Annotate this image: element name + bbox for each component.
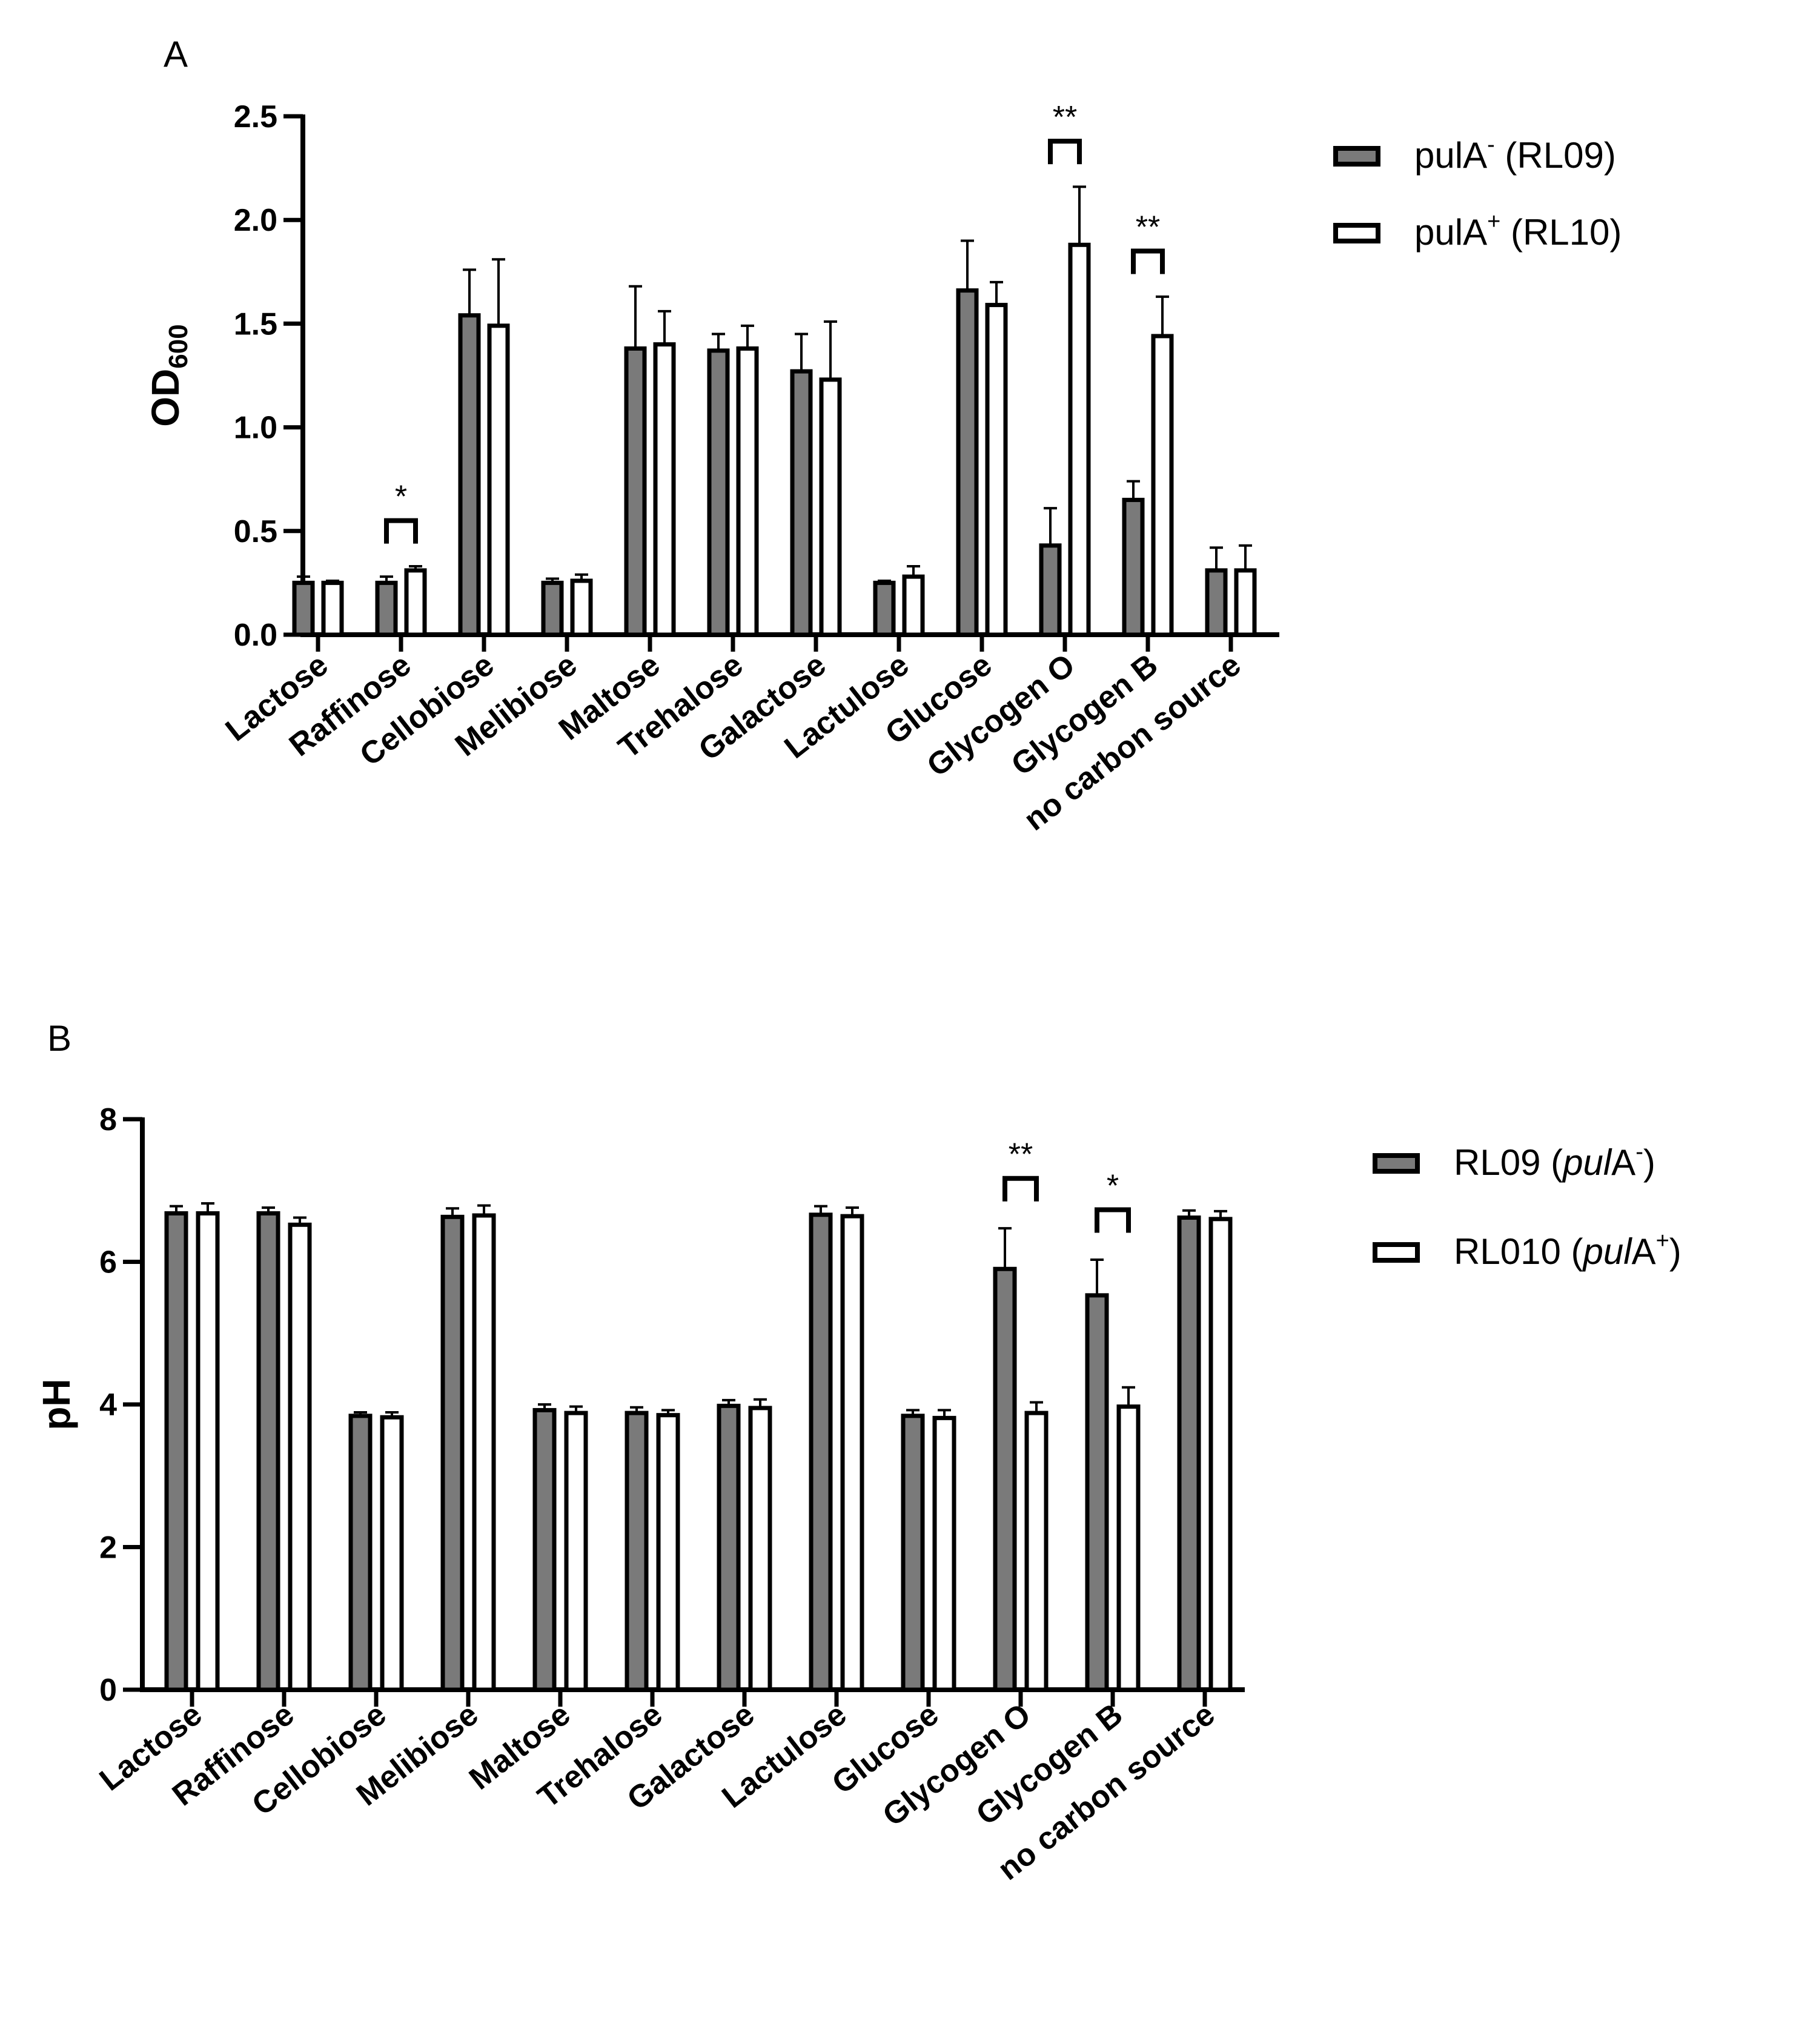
y-tick-label: 4 [99,1387,117,1423]
y-tick-label: 0.5 [234,514,277,549]
bar-series-1 [901,1414,925,1692]
panel-b-label: B [47,1018,71,1059]
bar-series-2 [196,1211,220,1692]
bar-series-2 [932,1415,956,1692]
y-axis-title: OD600 [144,324,193,426]
significance-label: ** [1136,210,1160,245]
bar-series-1 [1039,543,1062,637]
panel-a: A 0.00.51.01.52.02.5OD600LactoseRaffinos… [144,34,1622,838]
bar-series-1 [256,1211,280,1692]
bar-series-1 [625,1411,649,1692]
legend-label: RL09 (pulA-) [1454,1139,1655,1183]
bar-series-1 [809,1212,833,1692]
bar-series-2 [1208,1217,1233,1692]
bar-series-2 [1234,568,1257,637]
bar-series-2 [819,377,842,637]
bar-series-2 [985,303,1008,637]
y-tick-label: 0 [99,1673,117,1708]
bar-series-2 [1068,242,1091,637]
bar-series-2 [380,1415,404,1692]
y-tick-label: 1.0 [234,411,277,446]
bar-series-1 [1177,1215,1201,1692]
bar-series-1 [532,1407,557,1692]
bar-series-1 [707,348,730,637]
bar-series-1 [541,580,564,637]
bar-series-2 [570,578,593,637]
bar-series-1 [717,1403,741,1692]
bar-series-2 [288,1222,312,1692]
panel-a-label: A [164,34,188,74]
bar-series-1 [1122,497,1145,637]
legend-label: RL010 (pulA+) [1454,1228,1682,1272]
y-tick-label: 8 [99,1102,117,1137]
bar-series-1 [993,1266,1017,1692]
bar-series-1 [873,580,896,637]
y-tick-label: 0.0 [234,618,277,653]
y-axis-title: pH [35,1378,78,1430]
bar-series-2 [472,1213,496,1692]
legend-swatch [1333,223,1380,243]
bar-series-2 [1116,1404,1141,1692]
bar-series-1 [624,346,647,637]
bar-series-1 [1205,568,1228,637]
legend-swatch [1333,146,1380,167]
bar-series-1 [440,1214,465,1692]
bar-series-2 [487,323,510,637]
y-tick-label: 2 [99,1530,117,1566]
bar-series-2 [902,574,925,637]
bar-series-1 [292,580,315,637]
bar-series-2 [656,1413,680,1692]
bar-series-1 [458,313,481,637]
significance-bracket [1131,248,1165,274]
legend-label: pulA+ (RL10) [1414,209,1622,253]
bar-series-2 [748,1406,772,1692]
bar-series-2 [653,342,676,637]
bar-series-1 [1085,1293,1109,1692]
significance-label: * [395,480,407,515]
bar-series-2 [321,580,344,637]
significance-bracket [1095,1207,1131,1233]
y-tick-label: 2.0 [234,203,277,238]
legend-label: pulA- (RL09) [1414,132,1616,176]
bar-series-1 [164,1211,188,1692]
bar-series-1 [956,288,979,637]
bar-series-1 [790,369,813,637]
bar-series-2 [1151,334,1174,637]
bar-series-1 [375,580,398,637]
y-tick-label: 6 [99,1245,117,1280]
legend-swatch [1373,1153,1420,1174]
significance-bracket [1048,139,1082,165]
significance-bracket [1002,1176,1039,1202]
bar-series-2 [404,568,427,637]
legend-swatch [1373,1242,1420,1263]
significance-bracket [384,518,418,544]
significance-label: ** [1009,1137,1033,1172]
bar-series-1 [348,1414,373,1692]
bar-series-2 [736,346,759,637]
panel-b: B 02468pHLactoseRaffinoseCellobioseMelib… [35,1018,1682,1887]
significance-label: ** [1053,100,1077,135]
bar-series-2 [1024,1411,1049,1692]
significance-label: * [1107,1169,1119,1204]
bar-series-2 [840,1214,864,1692]
y-tick-label: 1.5 [234,306,277,342]
bar-series-2 [564,1411,588,1692]
y-tick-label: 2.5 [234,99,277,134]
